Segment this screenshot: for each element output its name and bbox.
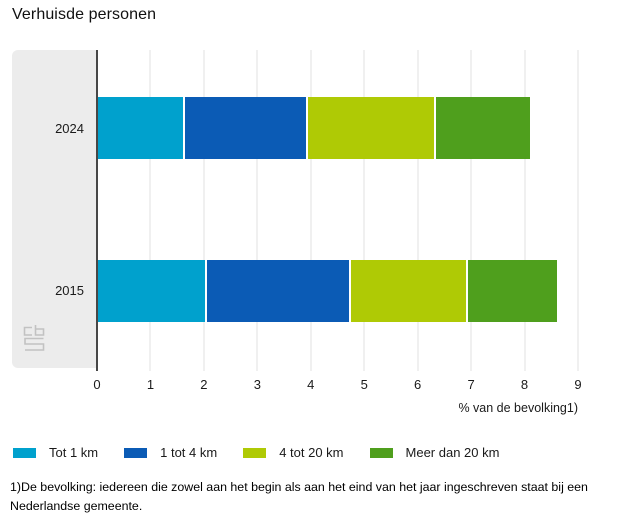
bar-segment-meer-dan-20-km — [433, 97, 530, 159]
x-tick-label: 6 — [414, 377, 422, 392]
x-tick-label: 2 — [200, 377, 208, 392]
bar-row-2024 — [98, 97, 578, 159]
category-axis-panel — [12, 50, 97, 368]
legend-label: 1 tot 4 km — [160, 445, 218, 460]
legend-swatch — [243, 447, 267, 458]
cbs-logo-c — [23, 326, 32, 336]
chart-title: Verhuisde personen — [12, 6, 157, 23]
legend-label: 4 tot 20 km — [279, 445, 344, 460]
x-tick-label: 0 — [93, 377, 101, 392]
plot-area — [98, 50, 578, 368]
legend-item-1-tot-4-km: 1 tot 4 km — [124, 445, 217, 460]
cbs-logo-s — [24, 337, 45, 351]
bar-segment-1-tot-4-km — [204, 260, 349, 322]
y-axis-line — [95, 50, 98, 371]
x-tick-label: 5 — [360, 377, 368, 392]
category-label-2024: 2024 — [55, 121, 84, 136]
legend-item-tot-1-km: Tot 1 km — [13, 445, 98, 460]
bar-segment-4-tot-20-km — [305, 97, 434, 159]
bar-row-2015 — [98, 260, 578, 322]
gridline — [577, 50, 579, 371]
legend-label: Meer dan 20 km — [405, 445, 500, 460]
x-tick-label: 9 — [574, 377, 582, 392]
gridline — [256, 50, 258, 371]
gridline — [524, 50, 526, 371]
bar-segment-4-tot-20-km — [348, 260, 466, 322]
legend-swatch — [124, 447, 148, 458]
gridline — [203, 50, 205, 371]
legend: Tot 1 km 1 tot 4 km 4 tot 20 km Meer dan… — [13, 445, 499, 460]
footnote: 1)De bevolking: iedereen die zowel aan h… — [10, 480, 588, 513]
gridline — [149, 50, 151, 371]
gridline — [363, 50, 365, 371]
x-tick-label: 3 — [253, 377, 261, 392]
bar-segment-meer-dan-20-km — [465, 260, 557, 322]
x-tick-label: 8 — [520, 377, 529, 392]
x-axis-label: % van de bevolking1) — [458, 401, 578, 415]
cbs-logo-b — [34, 325, 45, 336]
gridline — [470, 50, 472, 371]
gridline — [310, 50, 312, 371]
legend-swatch — [369, 447, 393, 458]
legend-item-meer-dan-20-km: Meer dan 20 km — [369, 445, 500, 460]
category-label-2015: 2015 — [55, 283, 84, 298]
grid-layer — [97, 50, 579, 371]
gridline — [417, 50, 419, 371]
legend-swatch — [13, 447, 36, 458]
x-tick-label: 7 — [467, 377, 475, 392]
bar-segment-tot-1-km — [98, 260, 205, 322]
bar-segment-tot-1-km — [98, 97, 184, 159]
x-tick-label: 1 — [146, 377, 155, 392]
bar-segment-1-tot-4-km — [183, 97, 306, 159]
legend-item-4-tot-20-km: 4 tot 20 km — [243, 445, 344, 460]
x-axis-ticks: 0 1 2 3 4 5 6 7 8 9 — [93, 377, 582, 393]
x-tick-label: 4 — [307, 377, 315, 392]
legend-label: Tot 1 km — [49, 445, 99, 460]
cbs-logo — [23, 325, 45, 351]
